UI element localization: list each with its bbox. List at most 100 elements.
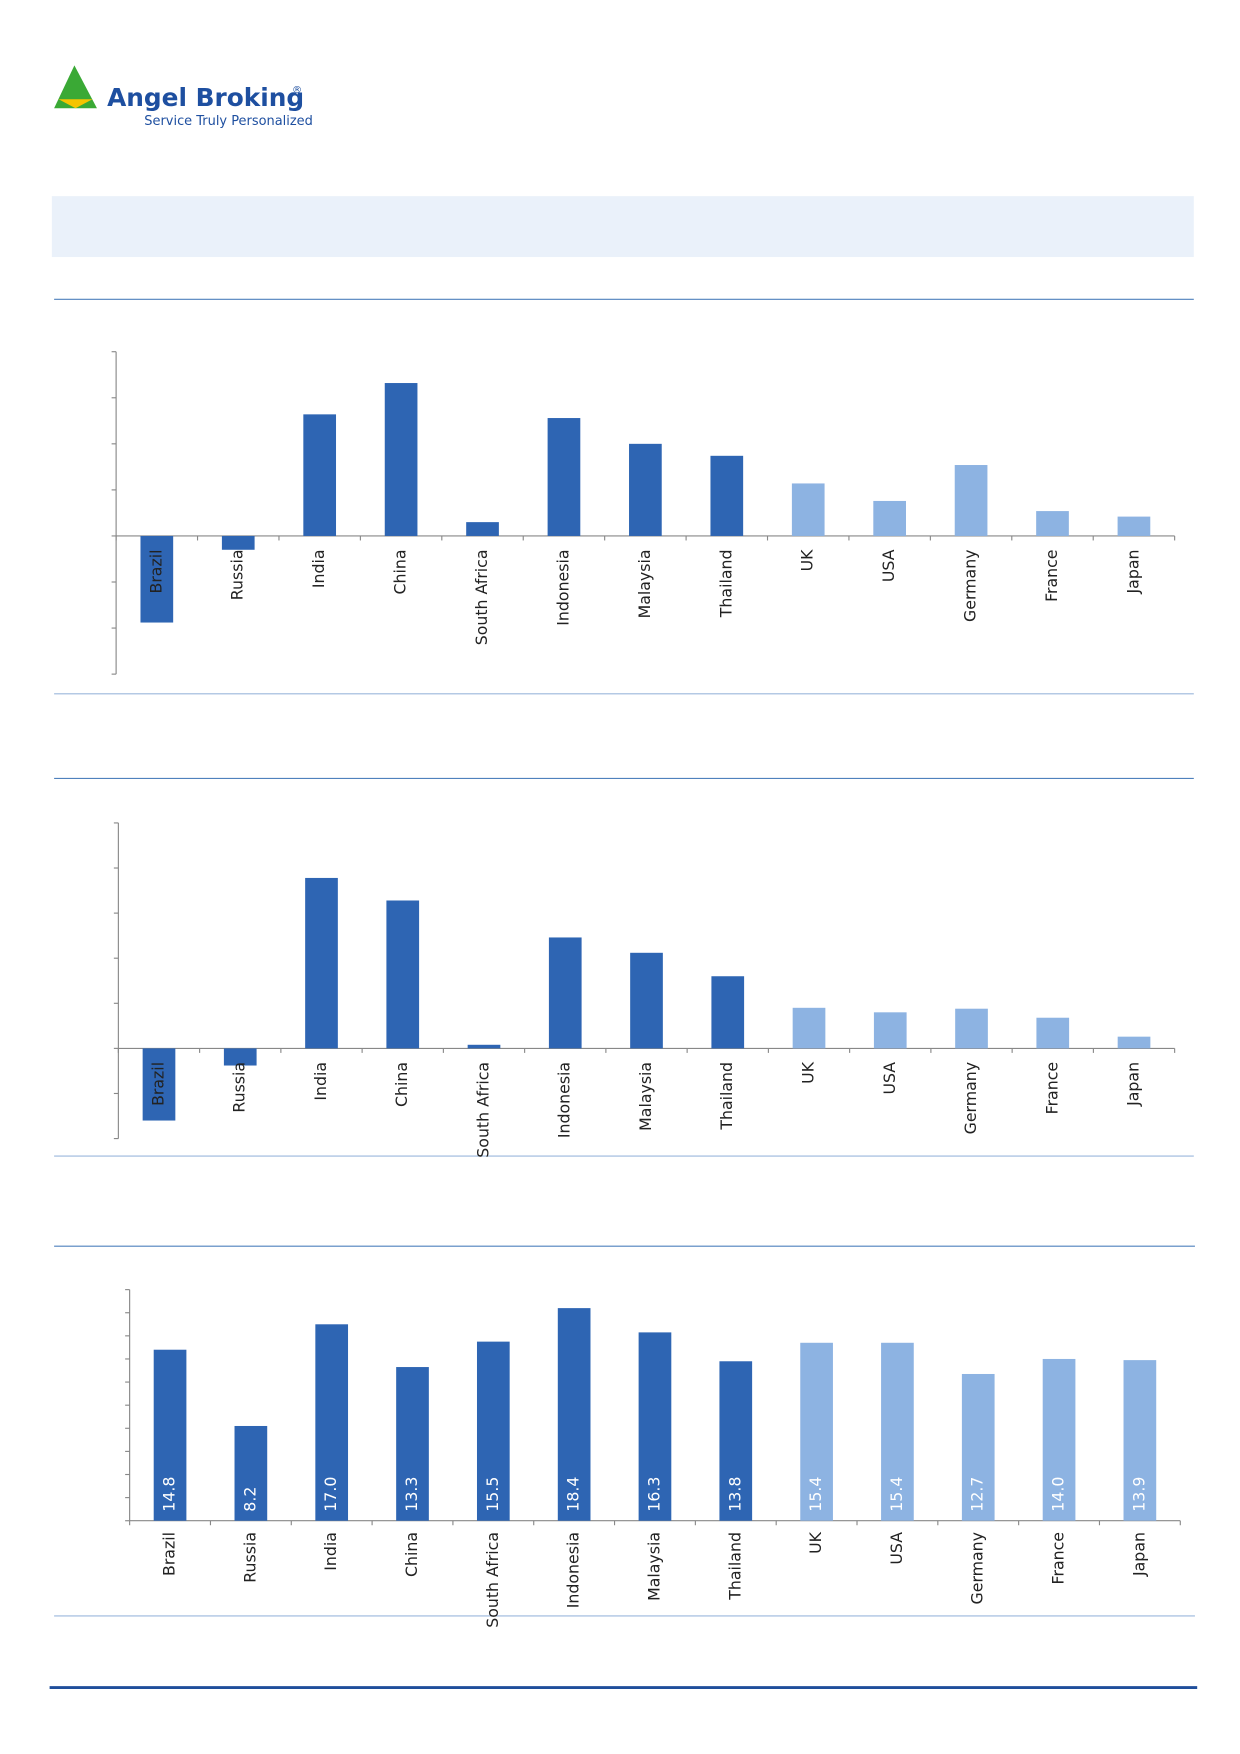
- bar: [710, 455, 744, 536]
- bar: [881, 1342, 914, 1521]
- x-tick-label: Indonesia: [555, 1062, 574, 1138]
- bar: [630, 952, 663, 1049]
- x-tick-label: Thailand: [716, 549, 735, 618]
- data-label: 14.8: [160, 1477, 179, 1512]
- x-tick-label: Japan: [1129, 1532, 1148, 1577]
- bar: [1042, 1358, 1076, 1521]
- data-label: 16.3: [644, 1477, 663, 1512]
- x-tick-label: South Africa: [472, 549, 491, 645]
- logo-mark: [54, 65, 97, 109]
- bar: [315, 1324, 349, 1521]
- x-tick-label: UK: [806, 1531, 825, 1554]
- data-label: 15.4: [806, 1477, 825, 1512]
- x-tick-label: India: [309, 549, 328, 588]
- bar: [1036, 1017, 1070, 1049]
- bar: [153, 1349, 187, 1521]
- x-tick-label: France: [1042, 1062, 1061, 1114]
- bar: [396, 1367, 429, 1521]
- bar: [961, 1373, 995, 1521]
- x-tick-label: Indonesia: [553, 549, 572, 625]
- x-tick-label: Japan: [1123, 549, 1142, 594]
- bar: [1117, 516, 1151, 536]
- bar: [140, 535, 174, 623]
- x-tick-label: Thailand: [725, 1532, 744, 1601]
- data-label: 8.2: [240, 1487, 259, 1512]
- bar: [792, 1007, 826, 1049]
- x-tick-label: Germany: [961, 1062, 980, 1134]
- bar: [1117, 1036, 1151, 1049]
- x-tick-label: South Africa: [483, 1532, 502, 1628]
- x-tick-label: Malaysia: [636, 1062, 655, 1131]
- x-tick-label: Thailand: [717, 1062, 736, 1131]
- data-label: 14.0: [1049, 1477, 1068, 1512]
- bar: [629, 443, 662, 536]
- data-label: 13.9: [1129, 1477, 1148, 1512]
- x-tick-label: India: [321, 1532, 340, 1571]
- bar: [547, 418, 581, 536]
- x-tick-label: Russia: [228, 549, 247, 600]
- x-tick-label: France: [1042, 549, 1061, 601]
- x-tick-label: China: [392, 1062, 411, 1107]
- x-tick-label: China: [391, 549, 410, 594]
- bar: [955, 1008, 988, 1049]
- bar: [1123, 1360, 1157, 1521]
- bar: [719, 1361, 753, 1521]
- data-label: 18.4: [564, 1477, 583, 1512]
- data-label: 15.4: [887, 1477, 906, 1512]
- data-label: 13.8: [725, 1477, 744, 1512]
- x-tick-label: Russia: [240, 1532, 259, 1583]
- bar: [557, 1308, 591, 1521]
- data-label: 13.3: [402, 1477, 421, 1512]
- bar: [384, 383, 418, 536]
- data-label: 17.0: [321, 1477, 340, 1512]
- bar: [142, 1048, 176, 1121]
- data-label: 12.7: [968, 1477, 987, 1512]
- x-tick-label: Brazil: [146, 549, 165, 593]
- x-tick-label: Malaysia: [644, 1532, 663, 1601]
- bar: [791, 483, 825, 536]
- bar: [1036, 511, 1069, 536]
- x-tick-label: India: [311, 1062, 330, 1101]
- x-tick-label: Germany: [968, 1532, 987, 1604]
- page-content: Angel Broking ® Service Truly Personaliz…: [49, 65, 1198, 1689]
- bar: [548, 937, 582, 1049]
- bar: [303, 414, 337, 536]
- x-tick-label: Brazil: [160, 1532, 179, 1576]
- bar: [638, 1332, 672, 1521]
- x-tick-label: Russia: [230, 1062, 249, 1113]
- bar: [476, 1341, 510, 1521]
- x-tick-label: USA: [887, 1532, 906, 1565]
- bar: [221, 535, 255, 550]
- bar: [711, 976, 745, 1049]
- bar: [223, 1048, 257, 1066]
- data-label: 15.5: [483, 1477, 502, 1512]
- x-tick-label: USA: [879, 549, 898, 582]
- bar: [873, 500, 907, 536]
- x-tick-label: Indonesia: [564, 1532, 583, 1608]
- x-tick-label: Japan: [1124, 1062, 1143, 1107]
- tagline: Service Truly Personalized: [144, 114, 313, 129]
- x-tick-label: South Africa: [474, 1062, 493, 1158]
- bar: [234, 1425, 268, 1521]
- bar: [800, 1342, 833, 1521]
- bar: [467, 1044, 501, 1049]
- rules: [49, 298, 1198, 1689]
- brand-mark: ®: [292, 85, 302, 96]
- logo-mark: [58, 99, 93, 109]
- x-tick-label: Brazil: [148, 1062, 167, 1106]
- brand: Angel Broking: [107, 83, 304, 112]
- bar: [466, 522, 499, 536]
- x-tick-label: UK: [798, 549, 817, 572]
- x-tick-label: France: [1049, 1532, 1068, 1584]
- title-band: [51, 196, 1194, 258]
- x-tick-label: USA: [880, 1062, 899, 1095]
- bar: [954, 465, 988, 536]
- x-tick-label: China: [402, 1532, 421, 1577]
- bar: [873, 1012, 907, 1049]
- x-tick-label: UK: [799, 1061, 818, 1084]
- x-tick-label: Germany: [961, 549, 980, 621]
- bar: [305, 877, 338, 1049]
- x-tick-label: Malaysia: [635, 549, 654, 618]
- bar: [386, 900, 420, 1049]
